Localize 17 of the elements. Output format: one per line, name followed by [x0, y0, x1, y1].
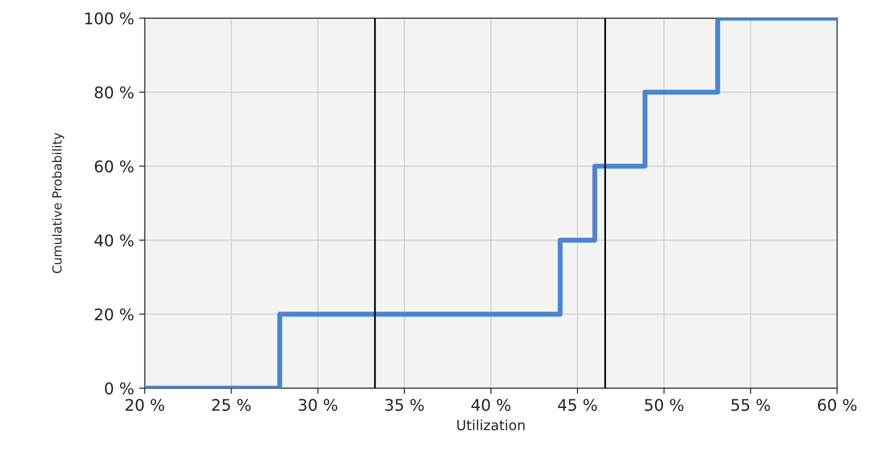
x-tick-label: 20 %	[126, 398, 164, 411]
x-tick-label: 40 %	[471, 398, 510, 411]
x-tick-label: 50 %	[644, 398, 684, 411]
x-tick-label: 45 %	[558, 398, 597, 411]
y-tick-label: 40 %	[94, 234, 134, 246]
x-axis-title: Utilization	[457, 420, 525, 430]
x-tick-label: 35 %	[385, 398, 424, 411]
y-tick-label: 20 %	[94, 308, 134, 320]
x-tick-label: 55 %	[732, 398, 770, 411]
x-tick-label: 30 %	[298, 398, 338, 411]
y-tick-label: 60 %	[94, 160, 134, 172]
y-axis-title: Cumulative Probability	[52, 132, 64, 274]
y-tick-label: 0 %	[104, 382, 134, 394]
y-tick-label: 100 %	[85, 12, 134, 24]
y-tick-label: 80 %	[94, 86, 134, 98]
x-tick-label: 25 %	[212, 398, 251, 411]
x-tick-label: 60 %	[818, 398, 857, 411]
